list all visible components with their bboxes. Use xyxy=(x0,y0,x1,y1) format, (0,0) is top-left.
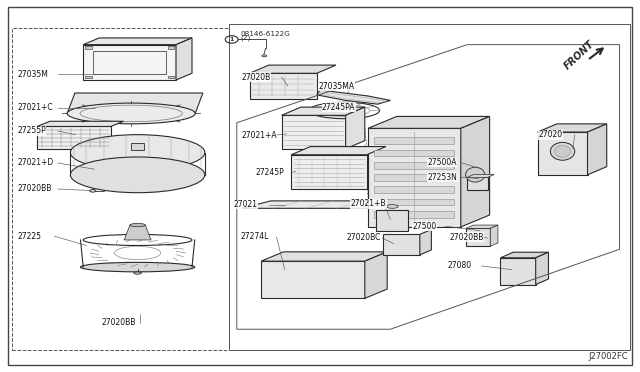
Polygon shape xyxy=(229,24,630,350)
Ellipse shape xyxy=(262,55,267,57)
Text: 27035M: 27035M xyxy=(17,70,48,79)
Text: 27020: 27020 xyxy=(539,130,563,139)
Bar xyxy=(374,162,454,169)
Bar xyxy=(374,211,454,218)
Text: 27021+B: 27021+B xyxy=(351,199,386,208)
Text: 27225: 27225 xyxy=(17,232,41,241)
Bar xyxy=(83,45,176,80)
Text: 27020B: 27020B xyxy=(241,73,271,81)
Text: 27020BC: 27020BC xyxy=(347,233,381,242)
Polygon shape xyxy=(250,65,336,73)
Polygon shape xyxy=(124,225,151,240)
Bar xyxy=(374,150,454,156)
Ellipse shape xyxy=(387,205,398,208)
Text: 27245P: 27245P xyxy=(256,169,285,177)
Text: 27021+A: 27021+A xyxy=(241,131,277,140)
Bar xyxy=(538,132,588,175)
Bar xyxy=(466,228,490,246)
Bar xyxy=(168,76,174,78)
Ellipse shape xyxy=(81,262,195,272)
Text: 08146-6122G: 08146-6122G xyxy=(241,31,291,37)
Polygon shape xyxy=(420,230,431,255)
Bar xyxy=(85,46,92,49)
Polygon shape xyxy=(83,38,192,45)
Polygon shape xyxy=(461,116,490,227)
Bar xyxy=(37,126,111,149)
Polygon shape xyxy=(365,252,387,298)
Text: 27020BB: 27020BB xyxy=(17,185,52,193)
Polygon shape xyxy=(282,107,365,115)
Text: 27035MA: 27035MA xyxy=(319,82,355,91)
Ellipse shape xyxy=(70,157,205,193)
Ellipse shape xyxy=(67,103,195,124)
Text: 27500A: 27500A xyxy=(428,158,457,167)
Text: 27245PA: 27245PA xyxy=(322,103,355,112)
Polygon shape xyxy=(490,225,498,246)
Bar xyxy=(93,51,166,74)
Bar xyxy=(374,137,454,144)
Polygon shape xyxy=(466,225,498,228)
Text: 1: 1 xyxy=(230,37,234,42)
Text: 27253N: 27253N xyxy=(428,173,458,182)
Polygon shape xyxy=(291,147,386,155)
Ellipse shape xyxy=(465,167,485,182)
Polygon shape xyxy=(261,252,387,261)
Bar xyxy=(85,76,92,78)
Text: 27500: 27500 xyxy=(412,222,436,231)
Polygon shape xyxy=(368,116,490,128)
Polygon shape xyxy=(536,252,548,285)
Bar xyxy=(131,143,144,150)
Bar xyxy=(282,115,346,149)
Text: J27002FC: J27002FC xyxy=(589,352,628,361)
Bar xyxy=(250,73,317,99)
Bar xyxy=(374,186,454,193)
Bar xyxy=(376,210,408,231)
Polygon shape xyxy=(317,90,390,104)
Polygon shape xyxy=(588,124,607,175)
Bar xyxy=(291,155,367,189)
Bar xyxy=(383,234,420,255)
Bar xyxy=(500,258,536,285)
Polygon shape xyxy=(467,174,494,177)
Ellipse shape xyxy=(554,145,571,157)
Ellipse shape xyxy=(550,142,575,160)
Ellipse shape xyxy=(130,223,145,227)
Text: 27021+C: 27021+C xyxy=(17,103,53,112)
Text: FRONT: FRONT xyxy=(562,39,596,71)
Polygon shape xyxy=(176,38,192,80)
Polygon shape xyxy=(500,252,548,258)
Bar xyxy=(374,199,454,205)
Polygon shape xyxy=(242,201,397,208)
Polygon shape xyxy=(67,93,203,113)
Text: 27021+D: 27021+D xyxy=(17,158,54,167)
Ellipse shape xyxy=(134,272,141,274)
Text: (2): (2) xyxy=(241,35,251,41)
Text: 27255P: 27255P xyxy=(17,126,46,135)
Text: 27080: 27080 xyxy=(448,262,472,270)
Ellipse shape xyxy=(70,135,205,170)
Bar xyxy=(368,128,461,227)
Bar xyxy=(467,177,488,190)
Text: 27020BB: 27020BB xyxy=(449,233,484,242)
Text: 27274L: 27274L xyxy=(241,232,269,241)
Bar xyxy=(261,261,365,298)
Bar xyxy=(12,28,232,350)
Polygon shape xyxy=(37,121,124,126)
Bar xyxy=(168,46,174,49)
Text: 27020BB: 27020BB xyxy=(101,318,136,327)
Ellipse shape xyxy=(90,190,96,192)
Polygon shape xyxy=(538,124,607,132)
Text: 27021: 27021 xyxy=(234,200,258,209)
Bar xyxy=(374,174,454,181)
Polygon shape xyxy=(346,107,365,149)
